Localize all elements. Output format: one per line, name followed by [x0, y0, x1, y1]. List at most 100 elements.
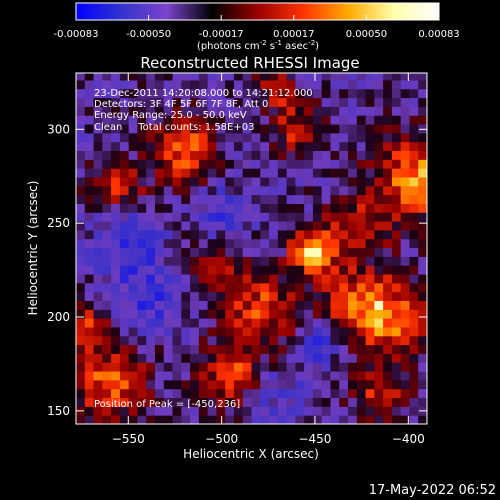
heatmap-pixel [260, 73, 270, 81]
heatmap-pixel [154, 406, 165, 416]
heatmap-pixel [84, 353, 95, 363]
heatmap-pixel [154, 185, 165, 196]
heatmap-pixel [260, 353, 270, 363]
heatmap-pixel [207, 344, 217, 354]
heatmap-pixel [391, 88, 402, 99]
heatmap-pixel [400, 362, 410, 372]
heatmap-pixel [286, 203, 296, 213]
heatmap-pixel [321, 291, 331, 301]
heatmap-pixel [295, 406, 305, 416]
heatmap-pixel [172, 318, 182, 328]
heatmap-pixel [374, 282, 384, 293]
heatmap-pixel [391, 335, 402, 346]
heatmap-pixel [119, 300, 130, 310]
heatmap-pixel [154, 397, 165, 407]
heatmap-pixel [304, 176, 314, 187]
heatmap-pixel [93, 221, 103, 231]
heatmap-pixel [365, 97, 375, 107]
heatmap-pixel [321, 265, 331, 275]
heatmap-pixel [409, 168, 419, 178]
heatmap-pixel [172, 344, 182, 354]
heatmap-pixel [163, 194, 174, 204]
heatmap-pixel [76, 282, 86, 293]
heatmap-pixel [93, 309, 103, 319]
heatmap-pixel [321, 388, 331, 399]
heatmap-pixel [137, 326, 147, 337]
heatmap-pixel [321, 97, 331, 107]
heatmap-pixel [295, 150, 305, 160]
heatmap-pixel [312, 194, 323, 204]
heatmap-pixel [400, 159, 410, 169]
heatmap-pixel [154, 159, 165, 169]
heatmap-pixel [260, 282, 270, 293]
heatmap-pixel [295, 415, 305, 424]
heatmap-pixel [102, 291, 112, 301]
heatmap-pixel [269, 300, 279, 310]
heatmap-pixel [409, 291, 419, 301]
heatmap-pixel [93, 212, 103, 222]
heatmap-pixel [312, 124, 323, 134]
heatmap-pixel [391, 124, 402, 134]
heatmap-pixel [251, 335, 261, 346]
heatmap-pixel [391, 353, 402, 363]
heatmap-pixel [172, 300, 182, 310]
heatmap-pixel [277, 415, 288, 424]
heatmap-pixel [321, 141, 331, 152]
heatmap-pixel [348, 97, 358, 107]
heatmap-pixel [225, 185, 235, 196]
heatmap-pixel [269, 79, 279, 90]
heatmap-pixel [400, 212, 410, 222]
heatmap-pixel [339, 115, 349, 125]
heatmap-pixel [321, 344, 331, 354]
heatmap-pixel [233, 379, 244, 390]
heatmap-pixel [409, 318, 419, 328]
heatmap-pixel [84, 371, 95, 381]
heatmap-pixel [93, 229, 103, 240]
heatmap-pixel [383, 150, 393, 160]
heatmap-pixel [321, 229, 331, 240]
heatmap-pixel [76, 291, 86, 301]
heatmap-pixel [339, 282, 349, 293]
heatmap-pixel [277, 371, 288, 381]
heatmap-pixel [137, 124, 147, 134]
heatmap-pixel [277, 344, 288, 354]
heatmap-pixel [216, 309, 226, 319]
heatmap-pixel [137, 282, 147, 293]
heatmap-pixel [111, 388, 121, 399]
heatmap-pixel [93, 326, 103, 337]
heatmap-pixel [111, 150, 121, 160]
heatmap-pixel [190, 388, 200, 399]
heatmap-pixel [242, 247, 252, 257]
heatmap-pixel [181, 176, 191, 187]
heatmap-pixel [207, 335, 217, 346]
heatmap-pixel [84, 159, 95, 169]
heatmap-pixel [312, 132, 323, 143]
heatmap-pixel [119, 247, 130, 257]
heatmap-pixel [181, 221, 191, 231]
heatmap-pixel [154, 176, 165, 187]
heatmap-pixel [304, 97, 314, 107]
heatmap-pixel [190, 176, 200, 187]
heatmap-pixel [269, 212, 279, 222]
heatmap-pixel [348, 141, 358, 152]
heatmap-pixel [190, 221, 200, 231]
heatmap-pixel [348, 79, 358, 90]
heatmap-pixel [233, 265, 244, 275]
heatmap-pixel [163, 344, 174, 354]
heatmap-pixel [418, 150, 427, 160]
heatmap-pixel [84, 124, 95, 134]
heatmap-pixel [330, 132, 340, 143]
heatmap-pixel [233, 212, 244, 222]
heatmap-pixel [400, 371, 410, 381]
heatmap-pixel [365, 88, 375, 99]
heatmap-pixel [76, 141, 86, 152]
heatmap-pixel [304, 371, 314, 381]
heatmap-pixel [304, 274, 314, 284]
heatmap-pixel [137, 265, 147, 275]
heatmap-pixel [409, 176, 419, 187]
heatmap-pixel [260, 229, 270, 240]
heatmap-pixel [277, 106, 288, 116]
heatmap-pixel [391, 291, 402, 301]
heatmap-pixel [111, 371, 121, 381]
heatmap-pixel [102, 274, 112, 284]
